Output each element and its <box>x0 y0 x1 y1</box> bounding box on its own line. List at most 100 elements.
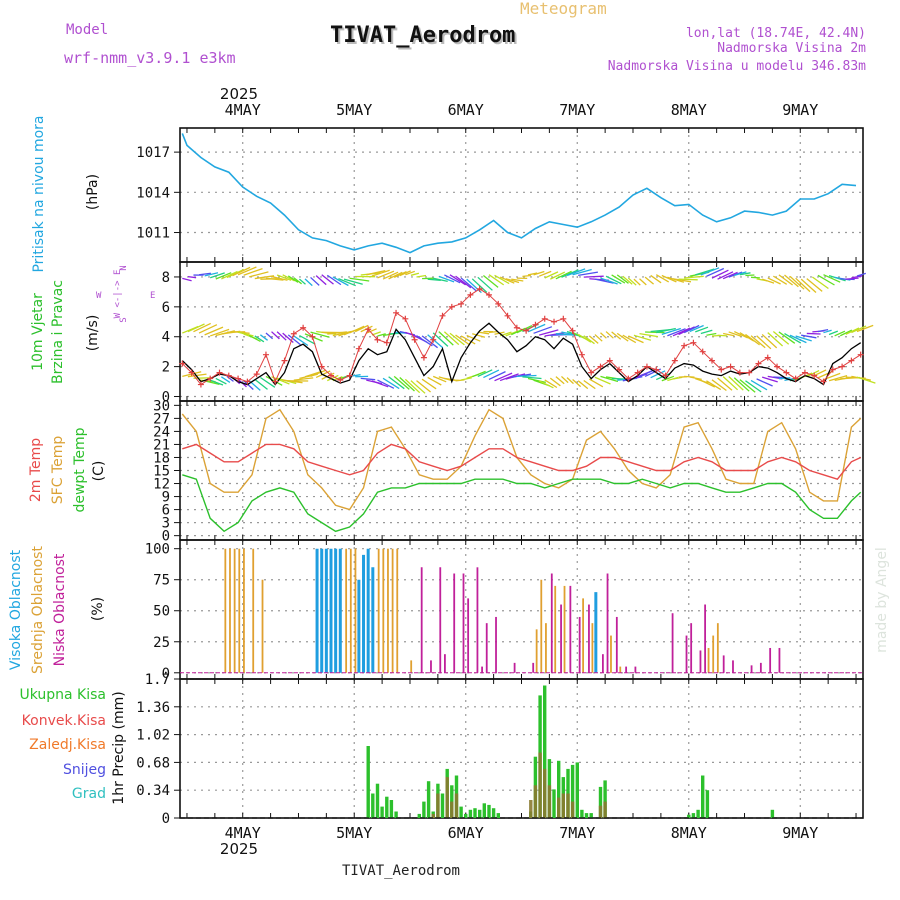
wind-arrow <box>533 326 553 334</box>
conv-precip-bar <box>566 793 570 818</box>
wind-arrow <box>583 275 604 278</box>
wind-gust-marker <box>467 291 474 298</box>
wind-arrow <box>449 274 466 286</box>
total-precip-bar <box>598 786 603 818</box>
wind-arrow <box>750 379 768 391</box>
wind-arrow <box>271 275 288 281</box>
y-tick-label: 8 <box>162 270 170 286</box>
wind-arrow <box>789 275 805 290</box>
y-tick-label: 25 <box>153 635 170 651</box>
wind-arrow <box>745 274 755 277</box>
wind-arrow <box>427 334 444 349</box>
wind-gust-marker <box>216 369 223 376</box>
total-precip-bar <box>575 762 579 818</box>
wind-arrow <box>377 379 395 389</box>
wind-arrow <box>772 275 788 285</box>
wind-gust-marker <box>634 369 641 376</box>
panels: 1011101410170246803691215182124273002550… <box>136 127 876 827</box>
wind-arrow <box>761 376 778 383</box>
y-tick-label: 1017 <box>136 145 170 161</box>
wind-arrow <box>221 270 238 280</box>
wind-arrow <box>254 275 275 280</box>
footer-title: TIVAT_Aerodrom <box>342 863 460 879</box>
wind-arrow <box>499 276 515 284</box>
total-precip-bar <box>696 809 700 818</box>
y-tick-label: 24 <box>153 424 170 440</box>
wind-gust-marker <box>839 363 846 370</box>
conv-precip-bar <box>538 752 542 818</box>
wind-arrow <box>449 332 465 346</box>
wind-gust-marker <box>290 330 297 337</box>
year-bottom: 2025 <box>220 840 258 858</box>
wind-arrow <box>739 272 751 276</box>
wind-unit: (m/s) <box>85 315 101 352</box>
top-day-label: 4MAY <box>225 101 261 119</box>
wind-arrow <box>589 378 604 388</box>
wind-arrow <box>578 271 599 277</box>
wind-arrow <box>734 330 748 339</box>
y-tick-label: 3 <box>162 516 170 532</box>
wind-arrow <box>522 376 542 380</box>
wind-gust-marker <box>179 360 186 367</box>
wind-arrow <box>511 278 524 282</box>
wind-arrow <box>639 332 659 338</box>
wind-arrow <box>209 328 230 337</box>
bottom-day-label: 7MAY <box>559 824 595 842</box>
wind-arrow <box>733 377 750 392</box>
total-precip-bar <box>380 806 384 818</box>
wind-arrow <box>828 330 839 336</box>
wind-arrow <box>722 271 738 280</box>
dewpt-side-label: dewpt Temp <box>72 427 88 512</box>
wind-arrow <box>371 269 390 277</box>
y-tick-label: 30 <box>153 398 170 414</box>
wind-arrow <box>856 376 876 384</box>
wind-arrow <box>259 334 268 341</box>
total-precip-bar <box>589 813 593 818</box>
wind-arrow <box>516 374 537 378</box>
wind-gust-marker <box>532 321 539 328</box>
wind-gust-marker <box>513 324 520 331</box>
wind-arrow <box>728 331 742 337</box>
wind-arrow <box>856 272 866 277</box>
wind-arrow <box>795 335 812 342</box>
dewpt-line <box>182 474 862 533</box>
wind-arrow <box>198 324 218 334</box>
wind-arrow <box>299 334 316 345</box>
wind-arrow <box>472 370 486 378</box>
wind-arrow <box>645 331 665 334</box>
total-precip-bar <box>417 813 421 818</box>
wind-arrow <box>382 271 399 280</box>
wind-arrow <box>494 372 513 382</box>
total-precip-bar <box>570 764 575 818</box>
total-precip-bar <box>491 808 496 818</box>
wind-arrow <box>823 329 832 334</box>
total-precip-bar <box>543 685 547 818</box>
wind-arrow <box>371 380 389 388</box>
wind-arrow <box>851 275 863 279</box>
wind-gust-marker <box>662 372 669 379</box>
wind-gust-marker <box>458 300 465 307</box>
wind-gust-marker <box>541 315 548 322</box>
wind-arrow <box>806 332 821 335</box>
wind-arrow <box>750 335 766 349</box>
top-day-label: 9MAY <box>782 101 818 119</box>
wind-arrow <box>432 332 449 347</box>
wind-arrow <box>750 276 760 279</box>
wind-side-label-1: 10m Vjetar <box>30 293 46 371</box>
y-tick-label: 0 <box>162 390 170 406</box>
compass-we: W <-|-> E <box>113 270 123 319</box>
y-tick-label: 18 <box>153 450 170 466</box>
wind-arrow <box>254 335 265 343</box>
wind-gust-marker <box>625 375 632 382</box>
y-tick-label: 27 <box>153 411 170 427</box>
y-tick-label: 1.02 <box>136 728 170 744</box>
wind-gust-marker <box>300 324 307 331</box>
total-precip-bar <box>468 809 473 818</box>
wind-arrow <box>611 331 622 340</box>
wind-arrow <box>795 277 811 293</box>
total-precip-bar <box>557 760 561 818</box>
wind-arrow <box>667 328 686 337</box>
wind-arrow <box>684 275 704 279</box>
total-precip-bar <box>478 809 482 818</box>
wind-arrow <box>432 375 447 383</box>
